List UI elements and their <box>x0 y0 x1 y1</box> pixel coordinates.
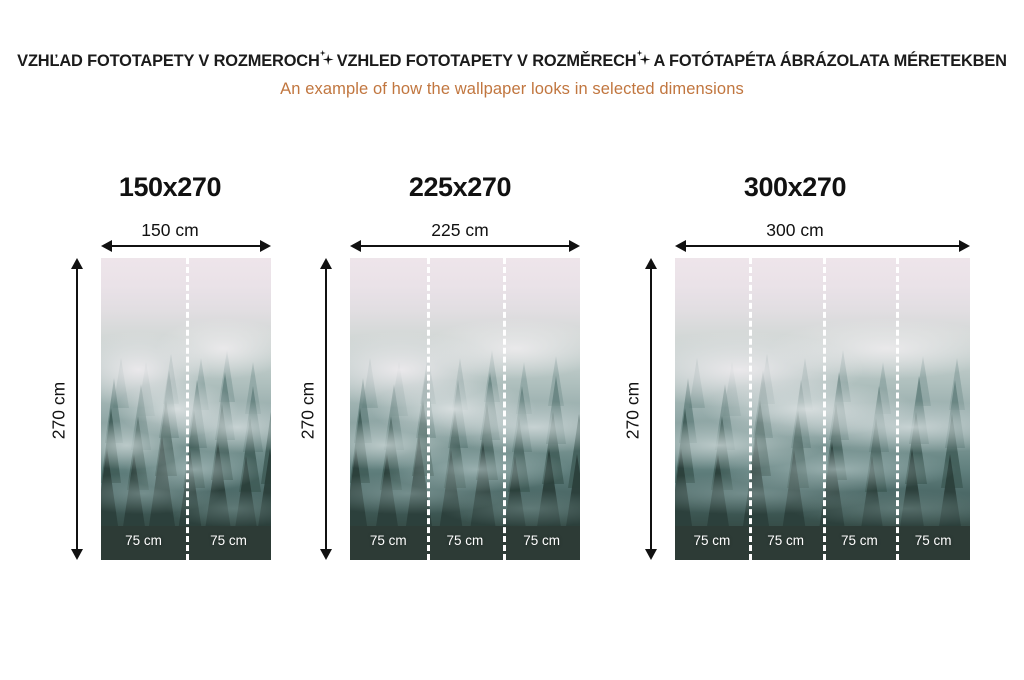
width-arrow <box>675 240 970 252</box>
strip-label: 75 cm <box>914 533 952 548</box>
strip-label: 75 cm <box>446 533 484 548</box>
wallpaper-preview-150x270: 75 cm 75 cm <box>101 258 271 560</box>
panel-width-label: 150 cm <box>141 220 199 240</box>
panel-width-label: 300 cm <box>766 220 824 240</box>
panel-150x270: 150x270 150 cm 270 cm <box>40 0 300 680</box>
page-title: VZHĽAD FOTOTAPETY V ROZMEROCH VZHLED FOTO… <box>0 50 1024 71</box>
forest-scene <box>350 258 580 560</box>
panel-height-label: 270 cm <box>622 381 643 440</box>
page-subtitle: An example of how the wallpaper looks in… <box>280 80 744 98</box>
panel-300x270: 300x270 300 cm 270 cm <box>620 0 1024 680</box>
seam-divider <box>822 258 826 560</box>
sparkle-icon <box>636 50 653 67</box>
panel-title: 225x270 <box>408 172 512 202</box>
seam-divider <box>503 258 507 560</box>
title-part-cz: VZHLED FOTOTAPETY V ROZMĚRECH <box>336 52 637 70</box>
title-part-hu: A FOTÓTAPÉTA ÁBRÁZOLATA MÉRETEKBEN <box>653 52 1007 70</box>
wallpaper-preview-225x270: 75 cm 75 cm 75 cm <box>350 258 580 560</box>
strip-label: 75 cm <box>210 533 247 548</box>
strip-label: 75 cm <box>523 533 560 548</box>
strip-label: 75 cm <box>767 533 804 548</box>
strip-label: 75 cm <box>840 533 878 548</box>
seam-divider <box>426 258 430 560</box>
sparkle-icon <box>319 50 336 67</box>
seam-divider <box>748 258 752 560</box>
width-arrow <box>350 240 580 252</box>
strip-label: 75 cm <box>693 533 731 548</box>
panel-height-label: 270 cm <box>48 381 69 440</box>
height-arrow <box>320 258 332 560</box>
panel-height-label: 270 cm <box>297 381 318 440</box>
height-arrow <box>71 258 83 560</box>
panel-title: 300x270 <box>743 172 847 202</box>
panel-225x270: 225x270 225 cm 270 cm <box>297 0 620 680</box>
tree-silhouettes <box>350 258 580 560</box>
strip-label: 75 cm <box>125 533 162 548</box>
panel-width-label: 225 cm <box>431 220 489 240</box>
panel-title: 150x270 <box>118 172 222 202</box>
seam-divider <box>896 258 900 560</box>
height-arrow <box>645 258 657 560</box>
wallpaper-preview-300x270: 75 cm 75 cm 75 cm 75 cm <box>675 258 970 560</box>
width-arrow <box>101 240 271 252</box>
seam-divider <box>186 258 189 560</box>
strip-label: 75 cm <box>369 533 407 548</box>
title-part-sk: VZHĽAD FOTOTAPETY V ROZMEROCH <box>17 52 320 70</box>
